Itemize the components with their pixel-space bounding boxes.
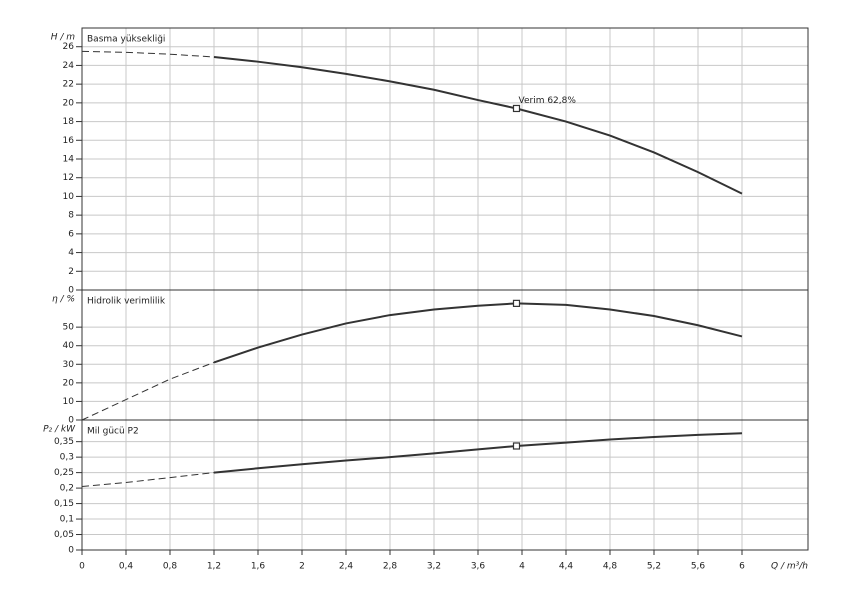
x-tick-label: 4,4 — [559, 562, 574, 572]
y-tick-label: 8 — [68, 211, 74, 221]
y-tick-label: 0 — [68, 416, 74, 426]
y-tick-label: 2 — [68, 267, 74, 277]
y-tick-label: 50 — [63, 323, 75, 333]
curve-line — [213, 302, 743, 364]
y-tick-label: 6 — [68, 229, 74, 239]
curve-line — [213, 432, 743, 474]
y-tick-label: 0 — [68, 286, 74, 296]
y-tick-label: 12 — [63, 173, 74, 183]
x-tick-label: 4,8 — [603, 562, 618, 572]
x-tick-label: 4 — [519, 562, 525, 572]
x-tick-label: 3,2 — [427, 562, 441, 572]
x-tick-label: 1,2 — [207, 562, 221, 572]
y-tick-label: 22 — [63, 80, 74, 90]
x-tick-label: 1,6 — [251, 562, 266, 572]
x-tick-label: 0 — [79, 562, 85, 572]
y-tick-label: 0,3 — [60, 453, 74, 463]
y-tick-label: 26 — [63, 42, 75, 52]
y-tick-label: 0,35 — [54, 437, 74, 447]
operating-point — [512, 104, 521, 113]
y-tick-label: 0,05 — [54, 530, 74, 540]
operating-point — [512, 442, 521, 450]
y-tick-label: 4 — [68, 248, 74, 258]
x-tick-label: 2 — [299, 562, 305, 572]
y-tick-label: 0,1 — [60, 515, 74, 525]
y-axis-label: H / m — [51, 33, 76, 43]
panel-title: Hidrolik verimlilik — [87, 297, 166, 307]
curve-line — [81, 50, 215, 58]
panel-title: Basma yüksekliği — [87, 35, 165, 45]
x-tick-label: 0,8 — [163, 562, 178, 572]
panel-frame — [81, 419, 809, 551]
y-axis-label: P₂ / kW — [43, 425, 76, 435]
x-tick-label: 2,8 — [383, 562, 398, 572]
y-tick-label: 24 — [63, 61, 75, 71]
panel-title: Mil gücü P2 — [87, 427, 139, 437]
x-tick-label: 6 — [739, 562, 745, 572]
y-tick-label: 30 — [63, 360, 75, 370]
y-tick-label: 0,25 — [54, 468, 74, 478]
curve-line — [81, 472, 215, 488]
y-tick-label: 10 — [63, 192, 75, 202]
curve-line — [213, 56, 743, 195]
y-tick-label: 20 — [63, 98, 75, 108]
x-tick-label: 5,2 — [647, 562, 661, 572]
operating-point-label: Verim 62,8% — [519, 96, 577, 106]
y-tick-label: 18 — [63, 117, 75, 127]
operating-point — [512, 299, 521, 307]
y-tick-label: 16 — [63, 136, 75, 146]
y-tick-label: 0 — [68, 546, 74, 556]
y-tick-label: 40 — [63, 341, 75, 351]
y-tick-label: 10 — [63, 397, 75, 407]
y-axis-label: η / % — [52, 295, 75, 305]
y-tick-label: 0,15 — [54, 499, 74, 509]
x-tick-label: 2,4 — [339, 562, 354, 572]
y-tick-label: 20 — [63, 378, 75, 388]
x-tick-label: 5,6 — [691, 562, 706, 572]
y-tick-label: 0,2 — [60, 484, 74, 494]
y-tick-label: 14 — [63, 155, 75, 165]
x-axis-label: Q / m³/h — [771, 562, 808, 572]
curve-line — [81, 361, 215, 421]
x-tick-label: 3,6 — [471, 562, 486, 572]
x-tick-label: 0,4 — [119, 562, 134, 572]
